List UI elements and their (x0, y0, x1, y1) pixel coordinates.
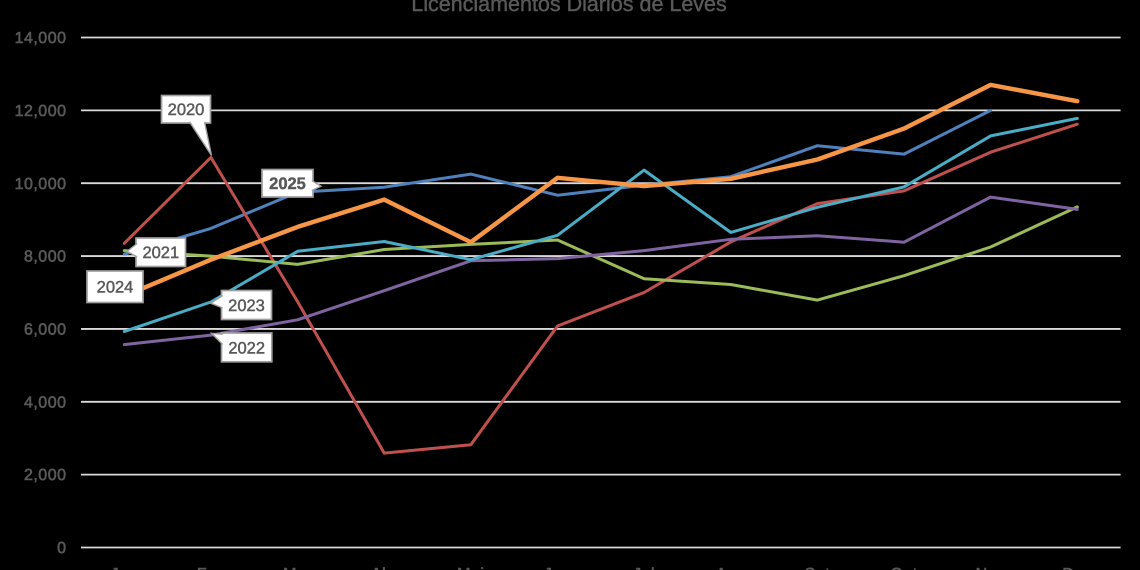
svg-text:Fev: Fev (197, 566, 225, 570)
svg-text:Dez: Dez (1062, 566, 1092, 570)
svg-text:10,000: 10,000 (15, 176, 67, 193)
svg-text:Jul: Jul (633, 566, 655, 570)
svg-text:2024: 2024 (97, 279, 134, 297)
svg-text:4,000: 4,000 (24, 394, 67, 411)
svg-text:Out: Out (890, 566, 917, 570)
svg-text:14,000: 14,000 (15, 30, 67, 47)
svg-text:2023: 2023 (228, 297, 265, 315)
svg-text:2020: 2020 (168, 101, 205, 119)
svg-text:Set: Set (805, 566, 831, 570)
svg-text:2025: 2025 (269, 175, 306, 193)
svg-text:0: 0 (57, 540, 66, 557)
svg-text:6,000: 6,000 (24, 322, 67, 339)
svg-text:Licenciamentos Diários de Leve: Licenciamentos Diários de Leves (411, 0, 727, 16)
svg-text:Jun: Jun (544, 566, 571, 570)
svg-text:Nov: Nov (976, 566, 1006, 570)
svg-text:12,000: 12,000 (15, 103, 67, 120)
svg-text:Abr: Abr (371, 566, 398, 570)
svg-text:2,000: 2,000 (24, 467, 67, 484)
svg-text:2022: 2022 (228, 339, 265, 357)
svg-text:8,000: 8,000 (24, 249, 67, 266)
svg-text:2021: 2021 (142, 244, 179, 262)
svg-text:Mar: Mar (283, 566, 312, 570)
svg-text:Jan: Jan (111, 566, 138, 570)
svg-text:Ago: Ago (716, 566, 746, 570)
svg-text:Mai: Mai (457, 566, 484, 570)
